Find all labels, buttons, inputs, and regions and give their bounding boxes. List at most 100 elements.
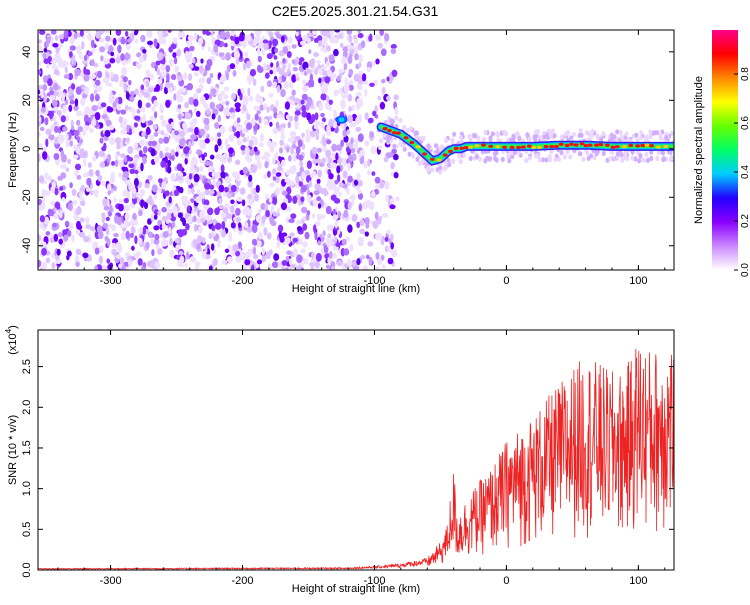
heatmap-speckle (88, 51, 93, 56)
heatmap-speckle (123, 261, 130, 267)
heatmap-speckle (193, 32, 198, 41)
heatmap-speckle (100, 102, 107, 108)
heatmap-speckle (130, 226, 136, 234)
heatmap-speckle (68, 104, 73, 112)
heatmap-speckle (204, 123, 210, 131)
heatmap-speckle (171, 155, 175, 161)
heatmap-speckle (245, 34, 252, 42)
heatmap-speckle (199, 210, 206, 219)
heatmap-speckle (165, 99, 171, 108)
heatmap-speckle (76, 119, 81, 126)
heatmap-speckle (271, 196, 278, 206)
heatmap-speckle (390, 44, 397, 49)
heatmap-speckle (275, 172, 282, 177)
heatmap-speckle (90, 39, 95, 48)
track-core (605, 143, 610, 147)
heatmap-speckle (281, 159, 286, 167)
heatmap-speckle (277, 165, 283, 172)
heatmap-speckle (209, 184, 215, 190)
heatmap-speckle (366, 254, 370, 260)
heatmap-speckle (126, 124, 130, 133)
heatmap-speckle (357, 188, 362, 195)
heatmap-speckle (356, 258, 361, 266)
track-halo (538, 157, 542, 163)
track-halo (581, 156, 586, 162)
heatmap-speckle (153, 131, 159, 137)
heatmap-speckle (106, 258, 111, 264)
heatmap-speckle (285, 255, 290, 262)
heatmap-speckle (41, 261, 47, 270)
heatmap-speckle (332, 252, 337, 259)
track-core (488, 144, 494, 148)
heatmap-speckle (379, 30, 384, 36)
heatmap-speckle (246, 135, 250, 143)
heatmap-speckle (242, 128, 247, 135)
heatmap-speckle (369, 131, 375, 138)
heatmap-speckle (289, 131, 297, 138)
heatmap-speckle (74, 68, 81, 74)
heatmap-speckle (126, 86, 131, 93)
heatmap-speckle (83, 158, 87, 167)
track-halo (630, 155, 635, 161)
heatmap-speckle (294, 123, 299, 130)
x-tick-label: 100 (629, 275, 647, 287)
heatmap-speckle (278, 68, 285, 76)
heatmap-speckle (177, 75, 183, 82)
heatmap-speckle (338, 68, 345, 74)
heatmap-speckle (178, 31, 182, 39)
heatmap-speckle (357, 115, 362, 123)
heatmap-speckle (134, 169, 139, 175)
track-halo (648, 129, 653, 135)
heatmap-speckle (257, 55, 262, 63)
heatmap-speckle (142, 156, 147, 165)
heatmap-speckle (53, 82, 59, 91)
heatmap-speckle (173, 56, 178, 65)
heatmap-speckle (175, 244, 180, 251)
heatmap-speckle (190, 121, 196, 129)
heatmap-speckle (62, 126, 68, 132)
heatmap-speckle (149, 259, 156, 269)
bottom-y-axis-label: SNR (10 * v/v) (7, 415, 19, 485)
scale-note-exp: 4 (4, 328, 13, 333)
heatmap-speckle (279, 235, 285, 243)
heatmap-speckle (52, 222, 57, 228)
heatmap-speckle (188, 96, 195, 105)
heatmap-speckle (84, 106, 91, 112)
heatmap-speckle (129, 232, 134, 238)
heatmap-speckle (125, 230, 130, 240)
heatmap-speckle (215, 191, 222, 198)
track-halo (507, 158, 512, 164)
heatmap-speckle (182, 122, 188, 130)
track-halo (512, 149, 517, 155)
heatmap-speckle (161, 119, 168, 127)
heatmap-speckle (292, 151, 297, 158)
heatmap-speckle (58, 209, 63, 219)
heatmap-speckle (173, 93, 177, 101)
heatmap-speckle (242, 62, 247, 71)
heatmap-speckle (279, 139, 285, 146)
heatmap-speckle (332, 183, 337, 191)
heatmap-speckle (321, 37, 326, 46)
heatmap-speckle (291, 89, 296, 96)
heatmap-speckle (207, 165, 214, 173)
track-halo (608, 155, 613, 162)
track-core (403, 136, 409, 140)
heatmap-speckle (338, 191, 342, 197)
track-halo (411, 153, 416, 159)
heatmap-speckle (126, 191, 131, 200)
heatmap-speckle (163, 136, 170, 144)
track-core (569, 142, 574, 146)
heatmap-speckle (138, 209, 143, 217)
heatmap-speckle (139, 189, 145, 196)
heatmap-speckle (315, 127, 320, 137)
heatmap-speckle (375, 266, 380, 270)
heatmap-speckle (188, 50, 193, 59)
heatmap-speckle (255, 184, 260, 193)
heatmap-speckle (318, 68, 323, 76)
heatmap-speckle (38, 175, 45, 184)
heatmap-speckle (120, 53, 126, 62)
heatmap-speckle (179, 130, 186, 137)
heatmap-speckle (379, 180, 385, 189)
heatmap-speckle (68, 87, 74, 96)
heatmap-speckle (303, 258, 309, 265)
